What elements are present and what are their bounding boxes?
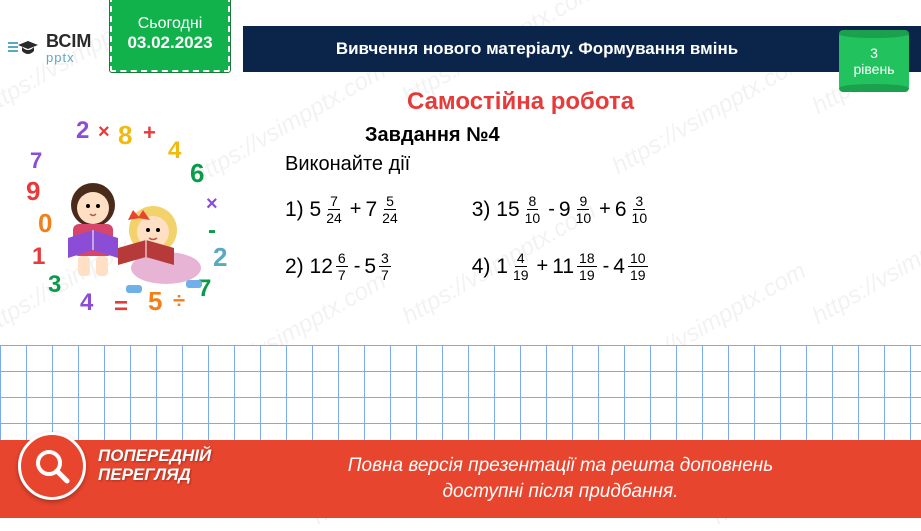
problem-label: 4)	[472, 255, 491, 279]
logo: ВСІМ pptx	[8, 32, 91, 65]
problem-label: 1)	[285, 198, 304, 222]
svg-text:3: 3	[48, 271, 61, 298]
instruction: Виконайте дії	[285, 153, 891, 176]
problems-col-1: 1) 5724 + 7524 2) 1267 - 537	[285, 194, 402, 282]
date-badge-word: Сьогодні	[112, 15, 228, 33]
logo-bottom-text: pptx	[46, 50, 91, 65]
preview-button[interactable]: ПОПЕРЕДНІЙ ПЕРЕГЛЯД	[18, 432, 211, 500]
svg-text:2: 2	[213, 242, 227, 272]
date-badge: Сьогодні 03.02.2023	[110, 0, 230, 72]
problem-4: 4) 1419 + 111819 - 41019	[472, 251, 651, 282]
banner-line-2: доступні після придбання.	[443, 481, 679, 502]
task-title: Завдання №4	[285, 124, 891, 147]
banner-line-1: Повна версія презентації та решта доповн…	[348, 455, 773, 476]
svg-text:6: 6	[190, 158, 204, 188]
svg-text:×: ×	[206, 193, 218, 215]
svg-text:=: =	[114, 293, 128, 320]
svg-text:+: +	[143, 120, 156, 145]
svg-text:5: 5	[148, 286, 162, 316]
logo-text-block: ВСІМ pptx	[46, 32, 91, 65]
svg-text:8: 8	[118, 120, 132, 150]
problem-2: 2) 1267 - 537	[285, 251, 402, 282]
problem-label: 3)	[472, 198, 491, 222]
svg-text:4: 4	[168, 137, 182, 164]
kids-math-illustration: 2 × 8 + 4 6 × 7 9 0 - 1 2 3 7 5 ÷ 4 =	[18, 110, 243, 325]
svg-text:7: 7	[30, 148, 42, 173]
level-number: 3	[870, 45, 878, 61]
svg-text:7: 7	[198, 275, 211, 302]
problems-col-2: 3) 15810 - 9910 + 6310 4) 1419 + 111819 …	[472, 194, 651, 282]
problem-1: 1) 5724 + 7524	[285, 194, 402, 225]
title-bar: Вивчення нового матеріалу. Формування вм…	[243, 26, 921, 72]
grad-cap-icon	[8, 39, 40, 59]
problem-3: 3) 15810 - 9910 + 6310	[472, 194, 651, 225]
content-area: 2 × 8 + 4 6 × 7 9 0 - 1 2 3 7 5 ÷ 4 =	[0, 124, 921, 354]
level-word: рівень	[854, 61, 895, 77]
header: ВСІМ pptx Сьогодні 03.02.2023 Вивчення н…	[0, 0, 921, 70]
date-badge-date: 03.02.2023	[112, 33, 228, 53]
task-area: Завдання №4 Виконайте дії 1) 5724 + 7524…	[285, 124, 891, 282]
svg-text:-: -	[208, 217, 216, 244]
preview-label: ПОПЕРЕДНІЙ ПЕРЕГЛЯД	[98, 447, 211, 484]
problem-label: 2)	[285, 255, 304, 279]
problems: 1) 5724 + 7524 2) 1267 - 537 3) 15810 -	[285, 194, 891, 282]
svg-text:1: 1	[32, 243, 45, 270]
svg-text:0: 0	[38, 208, 52, 238]
svg-text:4: 4	[80, 289, 94, 316]
logo-top-text: ВСІМ	[46, 32, 91, 50]
level-badge: 3 рівень	[839, 32, 909, 90]
svg-text:9: 9	[26, 176, 40, 206]
magnifier-icon	[18, 432, 86, 500]
svg-text:÷: ÷	[173, 288, 185, 313]
svg-text:×: ×	[98, 121, 110, 143]
svg-text:2: 2	[76, 117, 89, 144]
